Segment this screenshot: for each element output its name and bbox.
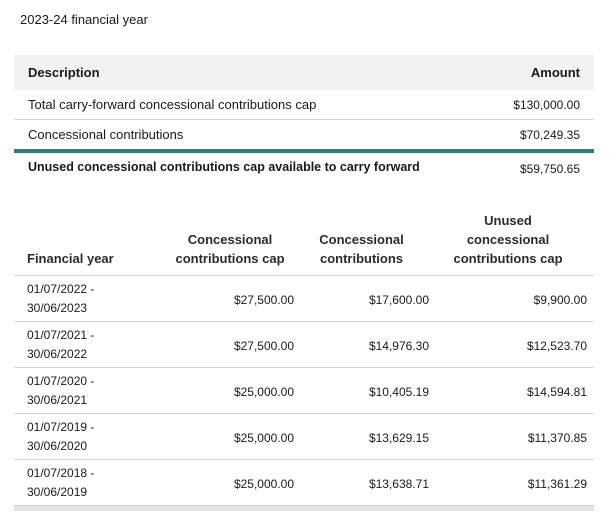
amount-column-header: Amount	[530, 65, 580, 80]
cap-cell: $25,000.00	[233, 384, 294, 399]
table-row: 01/07/2018 - 30/06/2019 $25,000.00 $13,6…	[14, 460, 594, 506]
unused-cap-column-header: Unused concessional contributions cap	[429, 211, 587, 275]
financial-year-cell: 01/07/2020 - 30/06/2021	[14, 372, 146, 410]
financial-year-cell: 01/07/2021 - 30/06/2022	[14, 326, 146, 364]
period-start: 01/07/2018 -	[27, 465, 95, 480]
summary-row-total-cap: Total carry-forward concessional contrib…	[14, 90, 594, 119]
header-text: contributions cap	[175, 251, 285, 266]
unused-cap-cell: $11,370.85	[527, 430, 587, 445]
period-start: 01/07/2021 -	[27, 327, 95, 342]
total-divider	[14, 149, 594, 153]
unused-cap-cell: $12,523.70	[526, 338, 587, 353]
period-start: 01/07/2020 -	[27, 373, 95, 388]
row-label: Concessional contributions	[28, 127, 184, 142]
summary-total-row: Unused concessional contributions cap av…	[14, 153, 594, 180]
header-text: Financial year	[27, 251, 114, 266]
contributions-column-header: Concessional contributions	[294, 230, 429, 275]
summary-table: Description Amount Total carry-forward c…	[14, 55, 594, 180]
total-label: Unused concessional contributions cap av…	[28, 159, 420, 174]
table-row: 01/07/2019 - 30/06/2020 $25,000.00 $13,6…	[14, 414, 594, 460]
period-end: 30/06/2021	[27, 392, 88, 407]
description-column-header: Description	[28, 65, 100, 80]
header-text: Unused	[484, 213, 532, 228]
unused-cap-cell: $9,900.00	[533, 292, 587, 307]
period-end: 30/06/2022	[27, 346, 88, 361]
history-table: Financial year Concessional contribution…	[14, 205, 594, 511]
financial-year-column-header: Financial year	[14, 249, 146, 275]
summary-row-contributions: Concessional contributions $70,249.35	[14, 119, 594, 149]
table-row: 01/07/2021 - 30/06/2022 $27,500.00 $14,9…	[14, 322, 594, 368]
total-amount: $59,750.65	[519, 162, 580, 176]
cap-column-header: Concessional contributions cap	[146, 230, 294, 275]
period-start: 01/07/2022 -	[27, 281, 95, 296]
cap-cell: $27,500.00	[233, 292, 294, 307]
header-text: Concessional	[319, 232, 404, 247]
cap-cell: $25,000.00	[233, 476, 294, 491]
contributions-cell: $17,600.00	[368, 292, 429, 307]
unused-cap-cell: $14,594.81	[526, 384, 587, 399]
unused-cap-cell: $11,361.29	[527, 476, 587, 491]
table-row: 01/07/2020 - 30/06/2021 $25,000.00 $10,4…	[14, 368, 594, 414]
financial-year-cell: 01/07/2018 - 30/06/2019	[14, 464, 146, 502]
summary-header-row: Description Amount	[14, 55, 594, 90]
contributions-cell: $14,976.30	[368, 338, 429, 353]
period-end: 30/06/2020	[27, 438, 88, 453]
financial-year-cell: 01/07/2022 - 30/06/2023	[14, 280, 146, 318]
contributions-cell: $13,629.15	[368, 430, 429, 445]
table-row: 01/07/2022 - 30/06/2023 $27,500.00 $17,6…	[14, 276, 594, 322]
contributions-cell: $10,405.19	[368, 384, 429, 399]
contributions-cell: $13,638.71	[368, 476, 429, 491]
header-text: concessional	[466, 232, 550, 247]
row-label: Total carry-forward concessional contrib…	[28, 97, 317, 112]
financial-year-heading: 2023-24 financial year	[20, 12, 148, 27]
header-text: contributions cap	[453, 251, 563, 266]
period-start: 01/07/2019 -	[27, 419, 95, 434]
row-amount: $70,249.35	[519, 127, 580, 142]
header-text: contributions	[319, 251, 404, 266]
header-text: Concessional	[187, 232, 273, 247]
period-end: 30/06/2019	[27, 484, 88, 499]
history-header-row: Financial year Concessional contribution…	[14, 205, 594, 276]
financial-year-cell: 01/07/2019 - 30/06/2020	[14, 418, 146, 456]
row-amount: $130,000.00	[513, 97, 580, 112]
period-end: 30/06/2023	[27, 300, 88, 315]
cap-cell: $25,000.00	[233, 430, 294, 445]
table-footer-bar	[14, 506, 594, 511]
cap-cell: $27,500.00	[233, 338, 294, 353]
